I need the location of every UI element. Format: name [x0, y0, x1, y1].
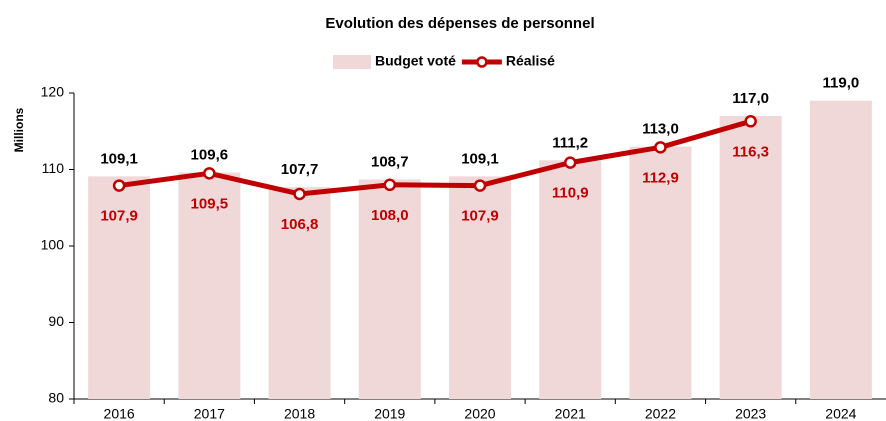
bar-value-label: 113,0	[642, 121, 679, 138]
y-tick-label: 100	[41, 237, 65, 253]
line-value-label: 106,8	[281, 216, 319, 233]
x-tick-label: 2021	[555, 406, 586, 421]
x-tick-label: 2023	[735, 406, 766, 421]
bar	[88, 176, 151, 399]
bar	[719, 115, 782, 399]
bar	[449, 176, 511, 399]
bar	[358, 179, 421, 399]
line-marker	[293, 187, 306, 201]
line-value-label: 108,0	[371, 207, 409, 224]
line-value-label: 116,3	[732, 143, 769, 160]
bar	[809, 100, 872, 400]
bar-value-label: 109,1	[461, 150, 499, 167]
legend-label: Budget voté	[375, 53, 456, 69]
x-tick-label: 2024	[825, 406, 856, 421]
x-tick-label: 2020	[464, 406, 495, 421]
bar-value-label: 109,1	[100, 150, 138, 167]
x-tick-label: 2018	[284, 406, 315, 421]
line-marker	[654, 141, 667, 154]
line	[118, 118, 752, 197]
line-marker	[473, 179, 487, 192]
bar	[178, 172, 241, 399]
line-value-label: 107,9	[100, 208, 138, 225]
y-tick-label: 110	[42, 160, 65, 176]
line-value-label: 107,9	[461, 208, 499, 225]
legend-marker	[476, 56, 488, 68]
line-marker	[203, 167, 216, 180]
bar-value-label: 119,0	[823, 75, 860, 92]
bar-value-label: 111,2	[552, 134, 588, 151]
bar-value-label: 117,0	[732, 90, 769, 107]
x-tick-label: 2022	[645, 406, 676, 421]
y-axis-label: Millions	[12, 107, 26, 152]
bar	[539, 160, 602, 399]
line-marker	[563, 156, 577, 169]
y-tick-label: 80	[48, 390, 64, 406]
line-value-label: 112,9	[642, 169, 679, 186]
chart-title: Evolution des dépenses de personnel	[325, 15, 594, 32]
bar	[268, 187, 331, 399]
line-value-label: 110,9	[552, 185, 589, 202]
line-marker	[383, 178, 397, 192]
y-tick-label: 90	[48, 313, 64, 329]
bar-value-label: 109,6	[191, 147, 229, 164]
bar-value-label: 107,7	[281, 161, 319, 178]
legend-swatch	[333, 55, 371, 69]
x-tick-label: 2017	[194, 406, 225, 421]
bar	[629, 146, 692, 399]
x-tick-label: 2019	[374, 406, 405, 421]
line-marker	[112, 179, 126, 192]
legend-label: Réalisé	[506, 53, 555, 69]
line-value-label: 109,5	[191, 195, 229, 212]
bar-value-label: 108,7	[371, 153, 409, 170]
x-tick-label: 2016	[104, 406, 135, 421]
line-marker	[744, 115, 757, 128]
y-tick-label: 120	[41, 84, 65, 100]
